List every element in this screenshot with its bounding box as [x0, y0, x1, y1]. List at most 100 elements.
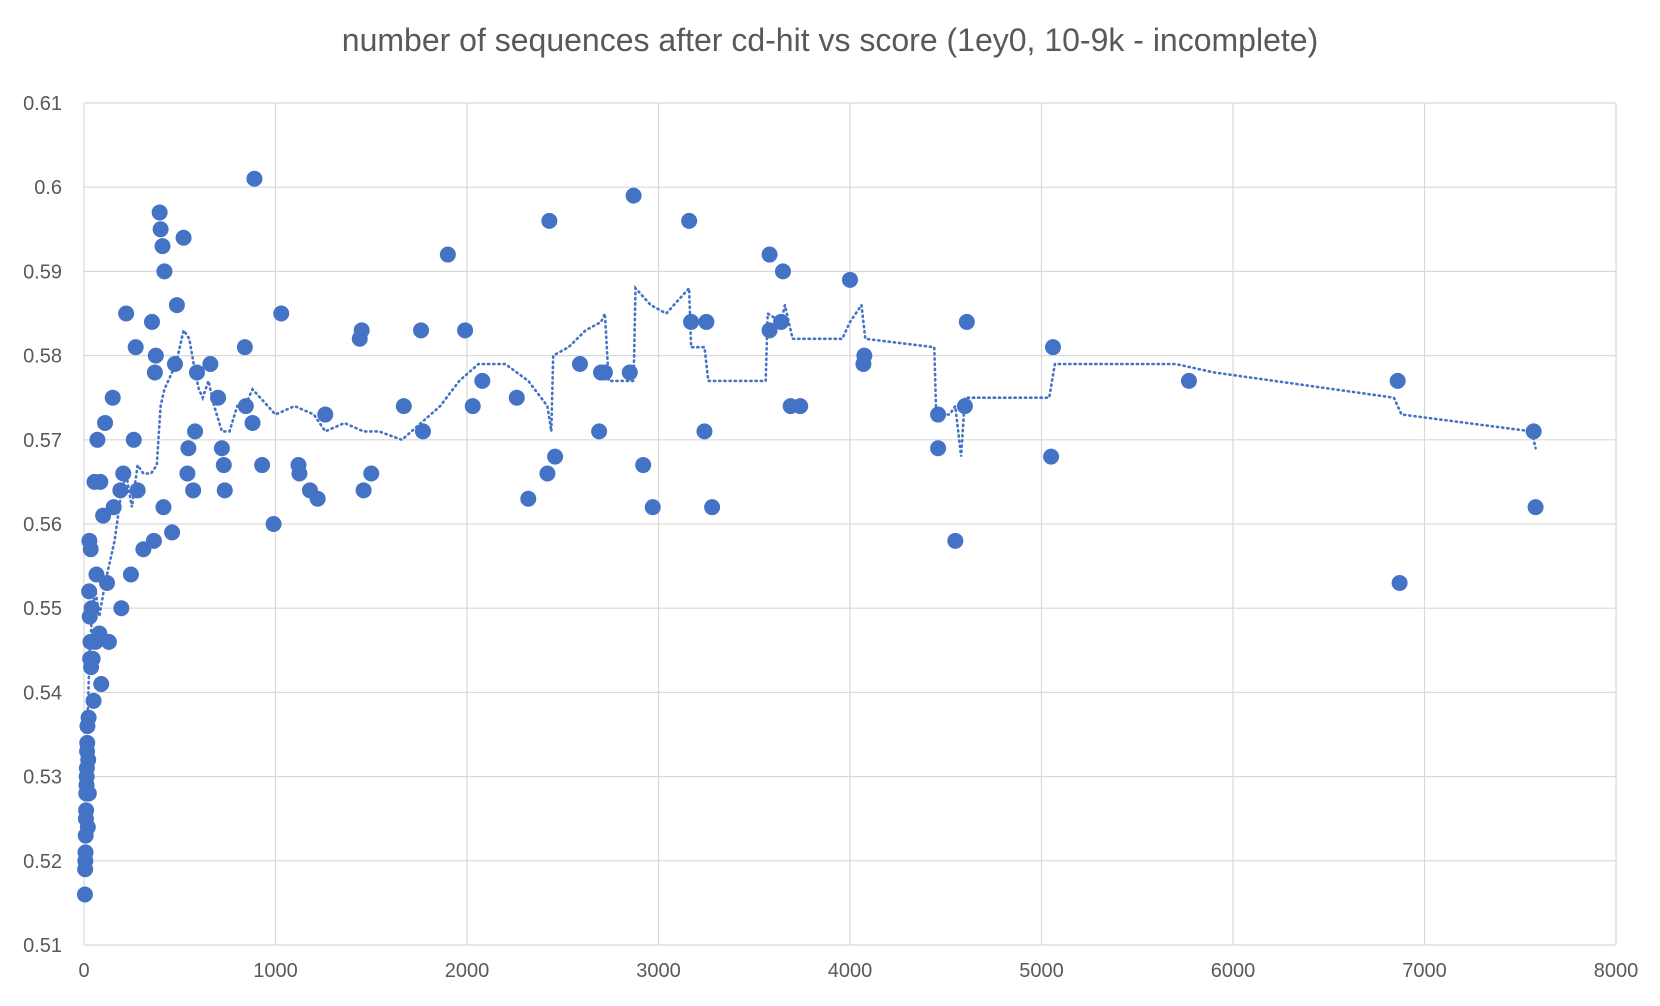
data-point — [681, 212, 698, 229]
data-point — [85, 692, 102, 709]
data-point — [202, 356, 219, 373]
data-point — [143, 313, 160, 330]
data-point — [773, 313, 790, 330]
data-point — [539, 465, 556, 482]
data-point — [213, 440, 230, 457]
data-point — [625, 187, 642, 204]
data-point — [175, 229, 192, 246]
data-point — [145, 532, 162, 549]
data-point — [413, 322, 430, 339]
data-point — [457, 322, 474, 339]
data-point — [363, 465, 380, 482]
x-tick-label: 7000 — [1402, 960, 1447, 982]
data-point — [395, 398, 412, 415]
data-point — [122, 566, 139, 583]
data-point — [164, 524, 181, 541]
data-point — [97, 414, 114, 431]
data-point — [152, 221, 169, 238]
data-point — [355, 482, 372, 499]
data-point — [236, 339, 253, 356]
data-point — [414, 423, 431, 440]
tick-labels: 0.51 0.52 0.53 0.54 0.55 0.56 0.57 0.58 0.59 0.6 0… — [23, 93, 1638, 982]
data-point — [125, 431, 142, 448]
data-point — [596, 364, 613, 381]
trendline-layer — [86, 284, 1537, 711]
data-point — [309, 490, 326, 507]
data-point — [273, 305, 290, 322]
y-tick-label: 0.52 — [23, 851, 62, 873]
data-point — [930, 440, 947, 457]
data-point — [81, 583, 98, 600]
data-point — [77, 844, 94, 861]
data-point — [246, 170, 263, 187]
data-point — [151, 204, 168, 221]
data-point — [244, 414, 261, 431]
data-point — [98, 574, 115, 591]
x-tick-label: 2000 — [445, 960, 490, 982]
data-point — [508, 389, 525, 406]
data-point — [930, 406, 947, 423]
data-point — [146, 364, 163, 381]
data-point — [291, 465, 308, 482]
data-point — [80, 709, 97, 726]
y-tick-label: 0.51 — [23, 935, 62, 957]
data-point — [1044, 339, 1061, 356]
data-point — [129, 482, 146, 499]
data-point — [84, 650, 101, 667]
data-point — [215, 457, 232, 474]
data-point — [80, 751, 97, 768]
data-point — [842, 271, 858, 288]
data-point — [155, 499, 172, 516]
data-point — [156, 263, 173, 280]
grid-layer — [83, 102, 1617, 946]
data-point — [958, 313, 975, 330]
data-point — [265, 516, 282, 532]
data-point — [210, 389, 227, 406]
data-point — [1391, 574, 1408, 591]
data-point — [520, 490, 537, 507]
data-point — [774, 263, 791, 280]
y-tick-label: 0.6 — [34, 177, 62, 199]
data-point — [1043, 448, 1060, 465]
data-point — [683, 313, 700, 330]
data-point — [187, 423, 204, 440]
data-point — [118, 305, 135, 322]
data-point — [79, 819, 96, 836]
data-point — [115, 465, 132, 482]
data-point — [956, 398, 973, 415]
data-point — [591, 423, 608, 440]
data-point — [166, 356, 183, 373]
data-point — [761, 246, 778, 263]
data-point — [571, 356, 588, 373]
data-point — [105, 499, 122, 516]
data-point — [1180, 372, 1197, 389]
data-point — [237, 398, 254, 415]
data-point — [154, 238, 171, 255]
data-point — [792, 398, 809, 415]
data-point — [464, 398, 481, 415]
y-tick-label: 0.54 — [23, 682, 62, 704]
data-point — [185, 482, 202, 499]
data-point — [80, 785, 97, 802]
y-tick-label: 0.61 — [23, 93, 62, 115]
y-tick-label: 0.57 — [23, 430, 62, 452]
data-point — [254, 457, 271, 474]
x-tick-label: 4000 — [828, 960, 873, 982]
trendline — [86, 284, 1537, 711]
data-point — [112, 482, 129, 499]
x-tick-label: 5000 — [1019, 960, 1064, 982]
data-point — [180, 440, 197, 457]
data-point — [82, 541, 99, 558]
data-point — [104, 389, 121, 406]
data-point — [179, 465, 196, 482]
data-point — [83, 600, 100, 617]
data-point — [100, 633, 117, 650]
data-point — [644, 499, 661, 516]
y-tick-label: 0.59 — [23, 261, 62, 283]
y-tick-label: 0.53 — [23, 767, 62, 789]
data-point — [216, 482, 233, 499]
data-point — [541, 212, 558, 229]
x-tick-label: 3000 — [636, 960, 681, 982]
chart-title: number of sequences after cd-hit vs scor… — [341, 22, 1319, 58]
